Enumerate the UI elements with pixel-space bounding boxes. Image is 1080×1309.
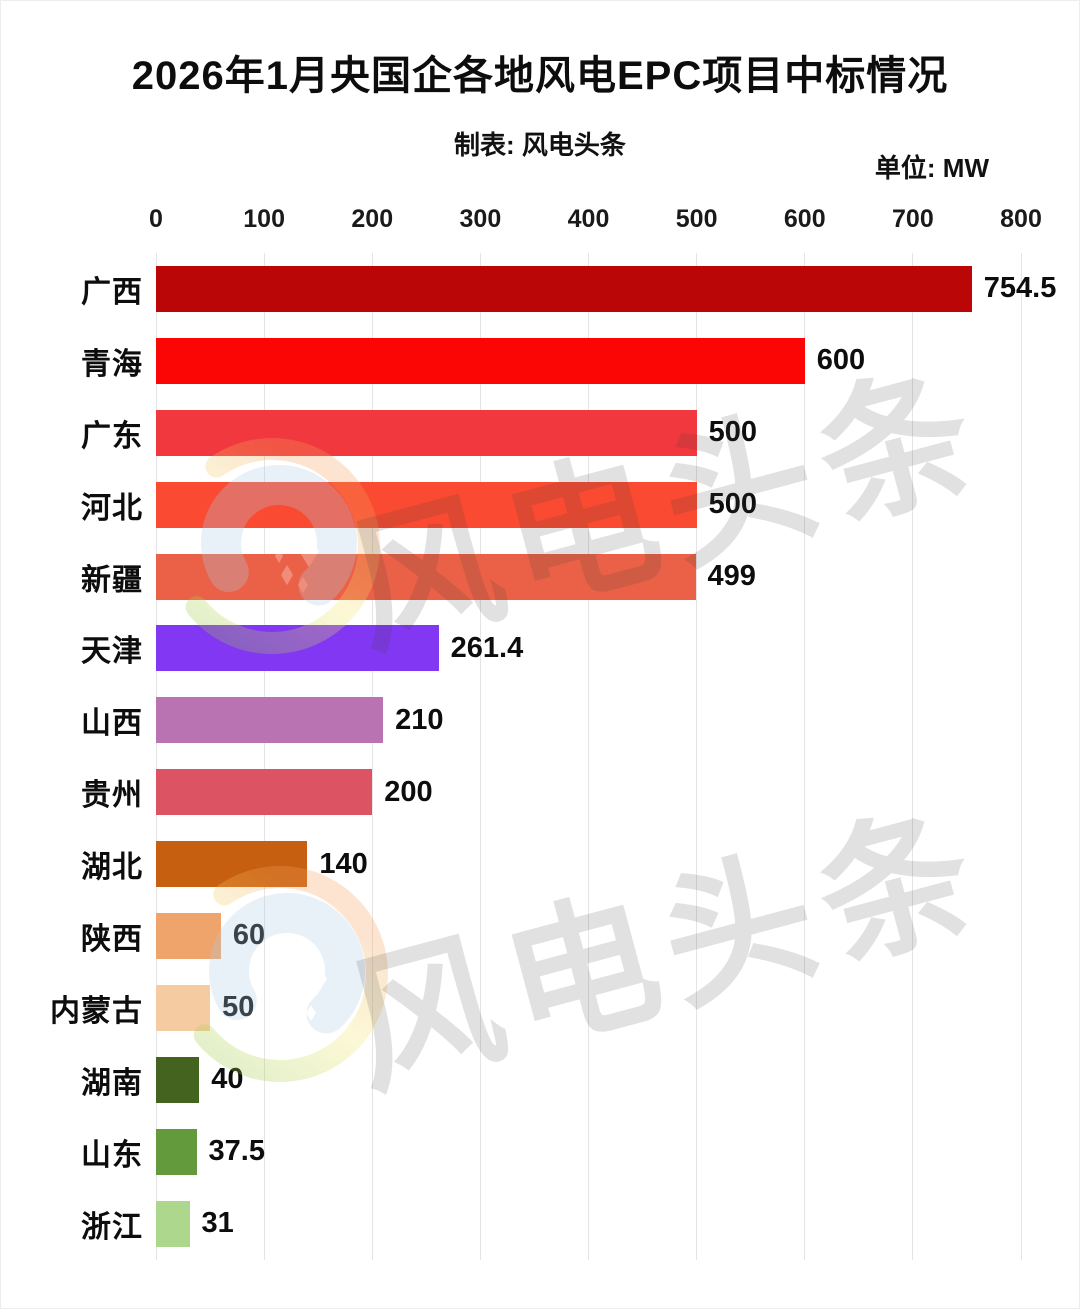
- chart-row: 贵州 200: [1, 756, 1079, 828]
- x-axis-tick: 400: [567, 205, 610, 233]
- bar-track: 500: [156, 481, 1021, 528]
- chart-row: 广西 754.5: [1, 253, 1079, 325]
- chart-row: 内蒙古 50: [1, 972, 1079, 1044]
- bar-track: 50: [156, 984, 1021, 1031]
- bar-track: 600: [156, 337, 1021, 384]
- value-label: 200: [384, 775, 433, 808]
- value-label: 500: [708, 416, 758, 449]
- chart-row: 山东 37.5: [1, 1116, 1079, 1188]
- bar: [156, 1128, 197, 1175]
- value-label: 261.4: [450, 631, 524, 664]
- chart-row: 河北 500: [1, 469, 1079, 541]
- gridline: [371, 253, 373, 1260]
- source-note: 制表: 风电头条: [454, 130, 626, 160]
- gridline: [263, 253, 265, 1260]
- value-label: 140: [319, 847, 368, 880]
- bar: [156, 769, 373, 816]
- value-label: 754.5: [983, 272, 1057, 305]
- chart-row: 浙江 31: [1, 1188, 1079, 1260]
- unit-label: 单位: MW: [874, 153, 989, 183]
- category-label: 陕西: [81, 922, 143, 956]
- category-label: 山东: [81, 1138, 143, 1172]
- value-label: 60: [232, 919, 266, 952]
- category-label: 河北: [81, 491, 143, 525]
- bar-track: 210: [156, 697, 1021, 744]
- chart-row: 新疆 499: [1, 541, 1079, 613]
- bar: [156, 265, 972, 312]
- gridline: [912, 253, 914, 1260]
- x-axis-tick: 800: [1000, 205, 1042, 233]
- chart-row: 青海 600: [1, 325, 1079, 397]
- chart-row: 广东 500: [1, 397, 1079, 469]
- bar-track: 37.5: [156, 1128, 1021, 1175]
- bar: [156, 553, 696, 600]
- x-axis-tick: 600: [783, 205, 826, 233]
- gridline: [479, 253, 481, 1260]
- gridline: [696, 253, 698, 1260]
- category-label: 青海: [81, 347, 143, 381]
- bars: 广西 754.5 青海 600 广东 500 河北 500 新疆 499 天津 261.4 山西 210 贵…: [1, 253, 1079, 1260]
- category-label: 湖北: [81, 851, 143, 885]
- bar: [156, 1056, 200, 1103]
- x-axis-tick: 300: [459, 205, 502, 233]
- value-label: 210: [395, 703, 444, 736]
- bar: [156, 984, 211, 1031]
- bar-track: 60: [156, 912, 1021, 959]
- category-label: 山西: [81, 707, 143, 741]
- category-label: 浙江: [81, 1210, 143, 1244]
- bar: [156, 337, 805, 384]
- value-label: 40: [211, 1063, 244, 1096]
- bar: [156, 912, 221, 959]
- category-label: 广东: [81, 419, 143, 453]
- bar-track: 500: [156, 409, 1021, 456]
- gridline: [588, 253, 589, 1260]
- gridlines: [155, 253, 1022, 1260]
- bar-track: 754.5: [156, 265, 1056, 312]
- value-label: 37.5: [208, 1135, 265, 1168]
- bar-track: 140: [156, 841, 1021, 888]
- bar: [156, 625, 439, 672]
- x-axis-tick: 200: [351, 205, 394, 233]
- category-label: 内蒙古: [50, 994, 143, 1028]
- category-label: 天津: [81, 635, 143, 669]
- gridline: [155, 253, 157, 1260]
- bar: [156, 841, 308, 888]
- bar: [156, 409, 697, 456]
- value-label: 50: [222, 991, 255, 1024]
- value-label: 31: [201, 1207, 234, 1240]
- chart-row: 陕西 60: [1, 900, 1079, 972]
- value-label: 600: [816, 344, 866, 377]
- page-title: 2026年1月央国企各地风电EPC项目中标情况: [131, 54, 949, 98]
- bar-track: 31: [156, 1200, 1021, 1247]
- category-label: 湖南: [81, 1066, 143, 1100]
- x-axis-tick: 500: [675, 205, 718, 233]
- gridline: [1020, 253, 1022, 1260]
- x-axis: 0 100 200 300 400 500 600 700 800: [149, 205, 1042, 239]
- chart-row: 湖南 40: [1, 1044, 1079, 1116]
- x-axis-tick: 100: [243, 205, 285, 233]
- chart-row: 天津 261.4: [1, 612, 1079, 684]
- gridline: [804, 253, 806, 1260]
- bar: [156, 481, 697, 528]
- bar-track: 40: [156, 1056, 1021, 1103]
- chart-row: 山西 210: [1, 684, 1079, 756]
- category-label: 广西: [81, 275, 143, 309]
- value-label: 499: [707, 560, 756, 592]
- x-axis-tick: 0: [149, 205, 163, 233]
- value-label: 500: [708, 488, 758, 521]
- bar-track: 499: [156, 553, 1021, 600]
- bar-track: 261.4: [156, 625, 1021, 672]
- bar: [156, 1200, 190, 1247]
- bar-track: 200: [156, 769, 1021, 816]
- bar: [156, 697, 384, 744]
- category-label: 贵州: [81, 779, 143, 813]
- category-label: 新疆: [81, 563, 143, 597]
- x-axis-tick: 700: [892, 205, 934, 233]
- chart-row: 湖北 140: [1, 828, 1079, 900]
